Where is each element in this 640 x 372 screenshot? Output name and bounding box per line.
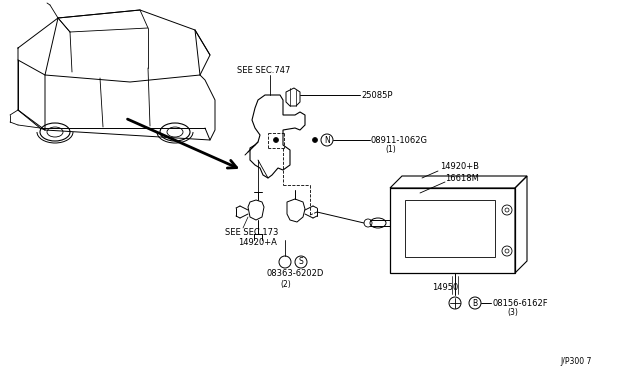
Bar xyxy=(405,200,495,257)
Text: SEE SEC.747: SEE SEC.747 xyxy=(237,65,291,74)
Text: 08156-6162F: 08156-6162F xyxy=(493,298,548,308)
Text: 14920+B: 14920+B xyxy=(440,161,479,170)
Text: (2): (2) xyxy=(280,279,291,289)
Text: 14950: 14950 xyxy=(432,282,458,292)
Text: SEE SEC.173: SEE SEC.173 xyxy=(225,228,278,237)
Text: J/P300 7: J/P300 7 xyxy=(560,357,591,366)
Text: N: N xyxy=(324,135,330,144)
Circle shape xyxy=(273,138,278,142)
Text: 16618M: 16618M xyxy=(445,173,479,183)
Text: 25085P: 25085P xyxy=(361,90,392,99)
Text: 08911-1062G: 08911-1062G xyxy=(371,135,428,144)
Text: S: S xyxy=(299,257,303,266)
Text: (1): (1) xyxy=(385,144,396,154)
Text: 08363-6202D: 08363-6202D xyxy=(267,269,324,279)
Text: B: B xyxy=(472,298,477,308)
Text: (3): (3) xyxy=(507,308,518,317)
Text: 14920+A: 14920+A xyxy=(238,237,277,247)
Circle shape xyxy=(312,138,317,142)
